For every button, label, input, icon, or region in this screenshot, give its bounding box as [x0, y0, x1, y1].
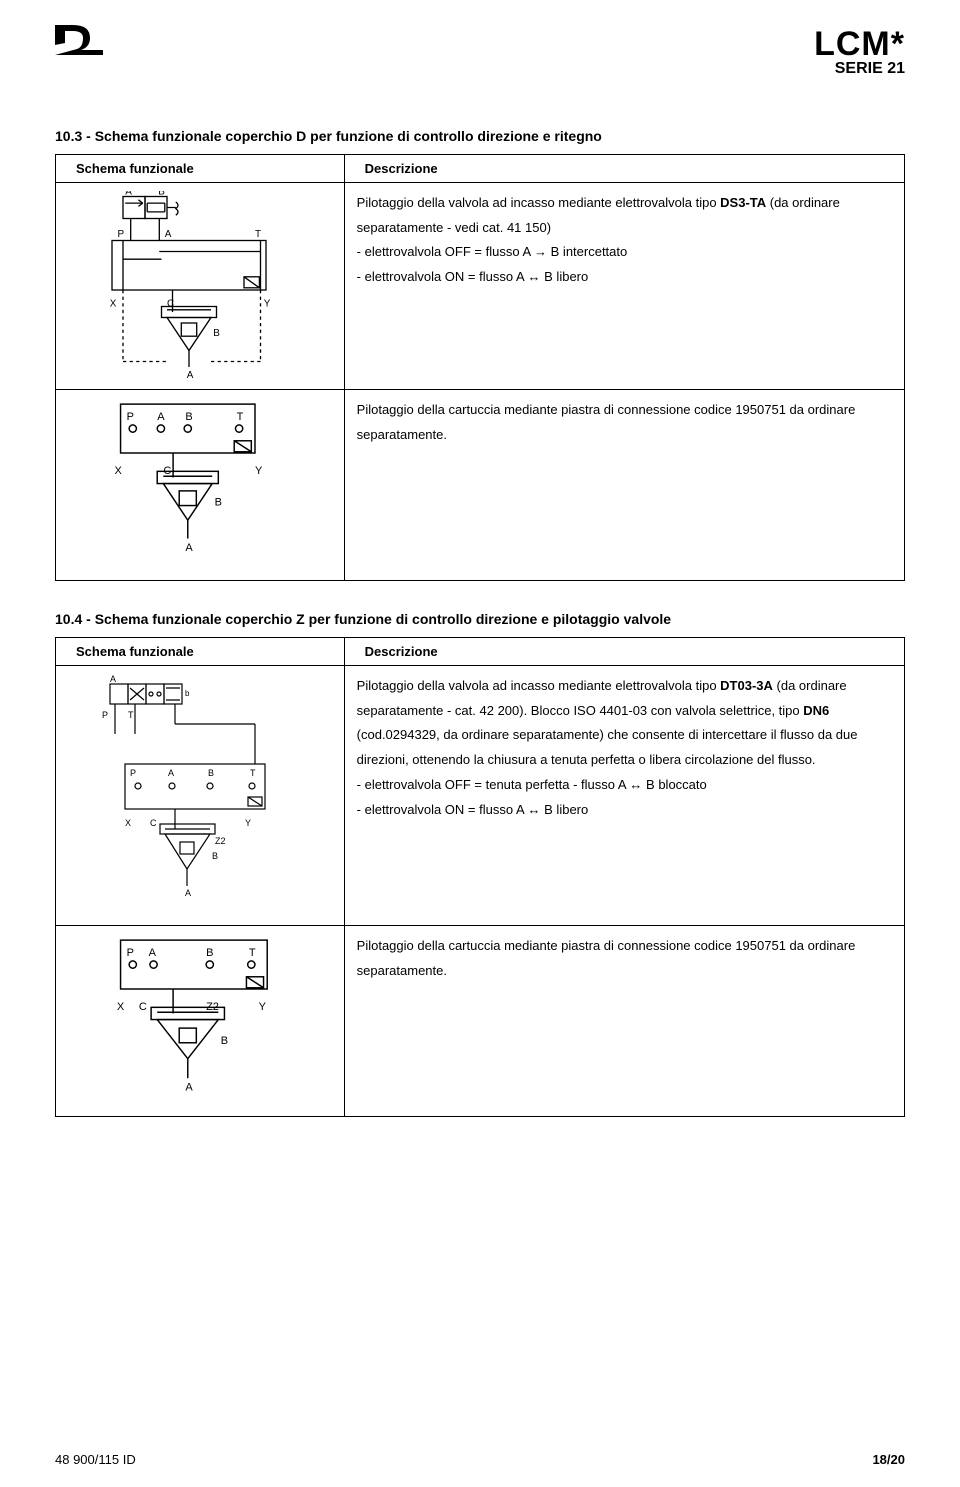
- bold: DT03-3A: [720, 678, 773, 693]
- svg-text:B: B: [206, 947, 213, 959]
- svg-text:b: b: [185, 689, 190, 698]
- svg-text:T: T: [250, 768, 256, 778]
- svg-text:C: C: [139, 1001, 147, 1013]
- table2-row2-desc: Pilotaggio della cartuccia mediante pias…: [344, 926, 904, 1117]
- svg-text:A: A: [168, 768, 174, 778]
- section-heading-1: 10.3 - Schema funzionale coperchio D per…: [55, 128, 905, 144]
- table2-row1-diagram: A b P T P A B T: [56, 666, 345, 926]
- svg-text:A: A: [148, 947, 156, 959]
- page-header: LCM* SERIE 21: [55, 25, 905, 78]
- svg-text:Y: Y: [255, 465, 263, 477]
- list-item: - elettrovalvola ON = flusso A ↔ B liber…: [357, 802, 589, 817]
- svg-text:Y: Y: [245, 818, 251, 828]
- svg-text:X: X: [114, 465, 122, 477]
- section-heading-2: 10.4 - Schema funzionale coperchio Z per…: [55, 611, 905, 627]
- svg-text:A: A: [157, 411, 165, 423]
- svg-text:A: A: [185, 888, 191, 898]
- list-item: - elettrovalvola ON = flusso A ↔ B liber…: [357, 269, 589, 284]
- svg-text:B: B: [213, 328, 220, 339]
- svg-text:X: X: [125, 818, 131, 828]
- table1-row1-diagram: A B P A T X Y: [56, 183, 345, 390]
- svg-text:A: A: [125, 191, 132, 197]
- table1-header-col1: Schema funzionale: [56, 155, 345, 183]
- svg-text:Z2: Z2: [215, 836, 226, 846]
- svg-text:T: T: [236, 411, 243, 423]
- table2-header-col1: Schema funzionale: [56, 638, 345, 666]
- svg-text:P: P: [102, 710, 108, 720]
- svg-text:B: B: [185, 411, 192, 423]
- brand-title: LCM*: [814, 25, 905, 64]
- svg-text:B: B: [221, 1035, 228, 1047]
- text: Pilotaggio della valvola ad incasso medi…: [357, 195, 721, 210]
- list-item: - elettrovalvola OFF = tenuta perfetta -…: [357, 777, 707, 792]
- svg-text:Y: Y: [258, 1001, 266, 1013]
- svg-text:C: C: [150, 818, 157, 828]
- text: (cod.0294329, da ordinare separatamente)…: [357, 727, 858, 767]
- svg-text:T: T: [128, 710, 134, 720]
- svg-text:P: P: [117, 229, 124, 240]
- schema-table-2: Schema funzionale Descrizione A b P T: [55, 637, 905, 1117]
- text: Pilotaggio della cartuccia mediante pias…: [357, 938, 856, 978]
- svg-text:Y: Y: [264, 299, 271, 310]
- svg-text:T: T: [255, 229, 261, 240]
- table2-header-col2: Descrizione: [344, 638, 904, 666]
- svg-text:B: B: [212, 851, 218, 861]
- table2-row2-diagram: P A B T X C Z2 Y B A: [56, 926, 345, 1117]
- table2-row1-desc: Pilotaggio della valvola ad incasso medi…: [344, 666, 904, 926]
- svg-text:A: A: [187, 370, 194, 378]
- svg-text:B: B: [208, 768, 214, 778]
- svg-text:X: X: [110, 299, 117, 310]
- company-logo: [55, 25, 103, 60]
- footer-page-number: 18/20: [872, 1452, 905, 1467]
- text: Pilotaggio della cartuccia mediante pias…: [357, 402, 856, 442]
- svg-text:A: A: [185, 542, 193, 554]
- svg-text:P: P: [126, 411, 133, 423]
- svg-text:X: X: [117, 1001, 125, 1013]
- bold: DS3-TA: [720, 195, 766, 210]
- table1-header-col2: Descrizione: [344, 155, 904, 183]
- svg-text:A: A: [165, 229, 172, 240]
- bold: DN6: [803, 703, 829, 718]
- svg-text:P: P: [126, 947, 133, 959]
- table1-row2-desc: Pilotaggio della cartuccia mediante pias…: [344, 390, 904, 581]
- table1-row1-desc: Pilotaggio della valvola ad incasso medi…: [344, 183, 904, 390]
- footer-doc-id: 48 900/115 ID: [55, 1452, 136, 1467]
- svg-text:P: P: [130, 768, 136, 778]
- svg-text:B: B: [214, 497, 221, 509]
- brand-block: LCM* SERIE 21: [814, 25, 905, 78]
- table1-row2-diagram: P A B T X C Y B A: [56, 390, 345, 581]
- page-footer: 48 900/115 ID 18/20: [55, 1452, 905, 1467]
- schema-table-1: Schema funzionale Descrizione A B P: [55, 154, 905, 581]
- text: Pilotaggio della valvola ad incasso medi…: [357, 678, 721, 693]
- list-item: - elettrovalvola OFF = flusso A → B inte…: [357, 244, 628, 259]
- svg-text:B: B: [158, 191, 165, 197]
- svg-text:A: A: [110, 674, 116, 684]
- svg-text:T: T: [249, 947, 256, 959]
- svg-text:A: A: [185, 1082, 193, 1094]
